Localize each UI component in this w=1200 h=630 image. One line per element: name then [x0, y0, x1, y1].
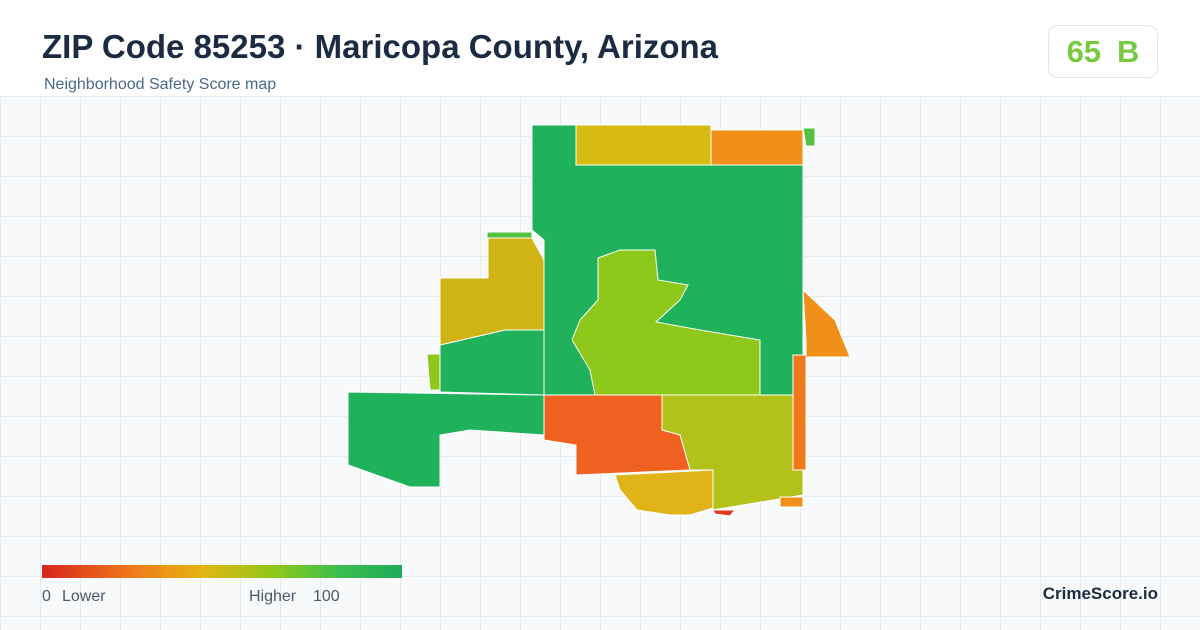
legend-max-label: Higher	[249, 588, 297, 605]
score: 65	[1066, 33, 1102, 69]
legend-gradient	[42, 565, 402, 578]
area	[802, 127, 816, 147]
score-badge: 65 B	[1048, 25, 1158, 78]
area	[710, 129, 804, 166]
area	[347, 391, 545, 488]
area	[614, 469, 714, 516]
area	[575, 124, 712, 166]
area	[426, 353, 441, 391]
area	[486, 231, 533, 239]
area	[792, 354, 807, 471]
area	[543, 394, 691, 476]
area	[571, 249, 761, 396]
subtitle: Neighborhood Safety Score map	[44, 76, 277, 93]
area	[439, 237, 545, 346]
area	[779, 496, 804, 508]
brand: CrimeScore.io	[1042, 584, 1158, 603]
legend-min: 0	[42, 588, 51, 605]
area	[802, 288, 851, 358]
legend-max: 100	[313, 588, 340, 605]
grade: B	[1117, 33, 1140, 69]
area	[712, 509, 737, 517]
legend-min-label: Lower	[62, 588, 106, 605]
title: ZIP Code 85253 · Maricopa County, Arizon…	[42, 28, 719, 65]
